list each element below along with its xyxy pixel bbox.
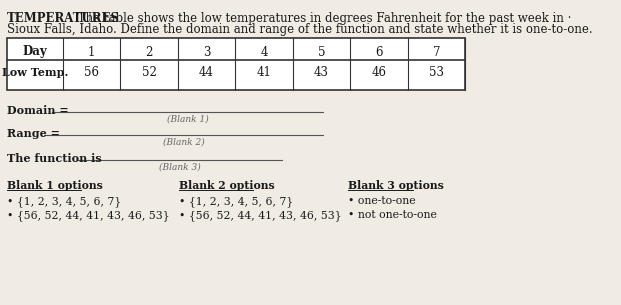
Text: • {1, 2, 3, 4, 5, 6, 7}: • {1, 2, 3, 4, 5, 6, 7} xyxy=(179,196,294,207)
Text: • {56, 52, 44, 41, 43, 46, 53}: • {56, 52, 44, 41, 43, 46, 53} xyxy=(179,210,342,221)
Text: 46: 46 xyxy=(371,66,386,80)
Text: 56: 56 xyxy=(84,66,99,80)
Text: • {1, 2, 3, 4, 5, 6, 7}: • {1, 2, 3, 4, 5, 6, 7} xyxy=(7,196,121,207)
Text: (Blank 1): (Blank 1) xyxy=(167,115,209,124)
Text: 6: 6 xyxy=(375,45,383,59)
Text: 52: 52 xyxy=(142,66,156,80)
Text: 2: 2 xyxy=(145,45,153,59)
Text: The function is: The function is xyxy=(7,153,102,164)
Text: • {56, 52, 44, 41, 43, 46, 53}: • {56, 52, 44, 41, 43, 46, 53} xyxy=(7,210,170,221)
Text: • not one-to-one: • not one-to-one xyxy=(348,210,437,220)
Text: 4: 4 xyxy=(260,45,268,59)
Text: Domain =: Domain = xyxy=(7,105,69,116)
Text: 44: 44 xyxy=(199,66,214,80)
Text: 3: 3 xyxy=(203,45,211,59)
Text: • one-to-one: • one-to-one xyxy=(348,196,415,206)
Text: 7: 7 xyxy=(433,45,440,59)
Text: Blank 3 options: Blank 3 options xyxy=(348,180,443,191)
Text: 53: 53 xyxy=(429,66,444,80)
Bar xyxy=(7,38,465,90)
Text: Blank 2 options: Blank 2 options xyxy=(179,180,275,191)
Text: 43: 43 xyxy=(314,66,329,80)
Text: TEMPERATURES: TEMPERATURES xyxy=(7,12,120,25)
Text: Day: Day xyxy=(22,45,47,59)
Text: Blank 1 options: Blank 1 options xyxy=(7,180,103,191)
Text: Low Temp.: Low Temp. xyxy=(2,67,68,78)
Text: 1: 1 xyxy=(88,45,95,59)
Text: 41: 41 xyxy=(256,66,271,80)
Text: 5: 5 xyxy=(318,45,325,59)
Text: The table shows the low temperatures in degrees Fahrenheit for the past week in : The table shows the low temperatures in … xyxy=(75,12,572,25)
Text: Sioux Falls, Idaho. Define the domain and range of the function and state whethe: Sioux Falls, Idaho. Define the domain an… xyxy=(7,23,592,36)
Text: Range =: Range = xyxy=(7,128,60,139)
Text: (Blank 2): (Blank 2) xyxy=(163,138,204,147)
Text: (Blank 3): (Blank 3) xyxy=(158,163,201,172)
